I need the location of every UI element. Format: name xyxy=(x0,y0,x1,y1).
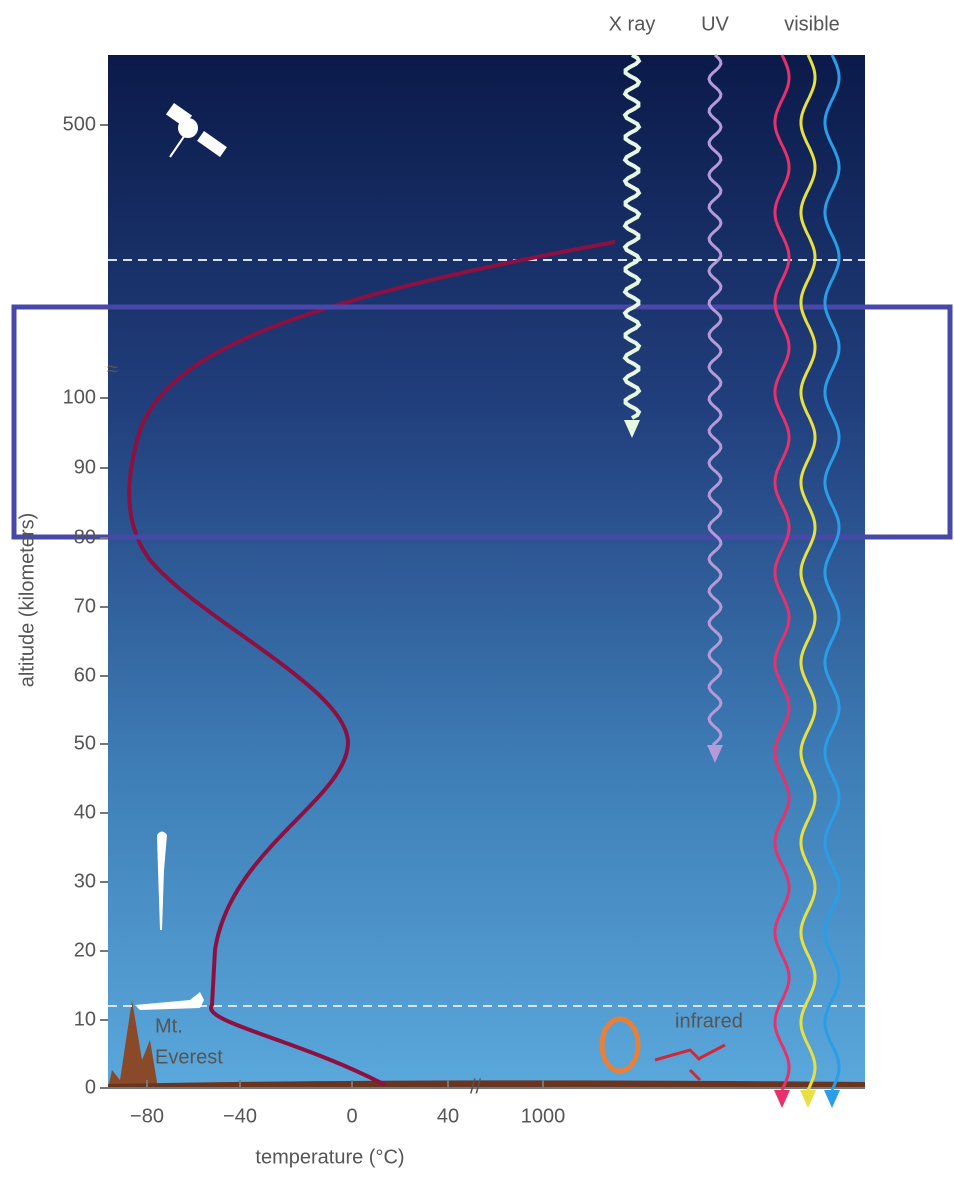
y-axis-title: altitude (kilometers) xyxy=(16,513,38,688)
y-tick-label: 10 xyxy=(74,1008,96,1030)
x-tick-label: 0 xyxy=(346,1105,357,1127)
axis-break: ≈ xyxy=(107,358,118,380)
y-tick-label: 60 xyxy=(74,664,96,686)
y-tick-label: 0 xyxy=(85,1076,96,1098)
axis-break: // xyxy=(470,1076,482,1098)
x-axis-title: temperature (°C) xyxy=(255,1146,404,1168)
y-tick-label: 80 xyxy=(74,526,96,548)
diagram: ≈ // temperature (°C) altitude (kilomete… xyxy=(0,0,954,1172)
y-tick-label: 50 xyxy=(74,732,96,754)
x-tick-label: 1000 xyxy=(521,1105,566,1127)
annotation: infrared xyxy=(675,1010,743,1032)
y-tick-label: 20 xyxy=(74,939,96,961)
x-tick-label: −40 xyxy=(223,1105,257,1127)
top-label: UV xyxy=(701,13,729,35)
y-tick-label: 40 xyxy=(74,801,96,823)
annotation: Everest xyxy=(155,1046,223,1068)
y-tick-label: 100 xyxy=(63,386,96,408)
top-label: visible xyxy=(784,13,840,35)
y-tick-label: 90 xyxy=(74,456,96,478)
annotation: Mt. xyxy=(155,1015,183,1037)
yellow-wave-head xyxy=(800,1090,816,1108)
x-tick-label: −80 xyxy=(130,1105,164,1127)
y-tick-label: 500 xyxy=(63,113,96,135)
y-tick-label: 70 xyxy=(74,595,96,617)
x-tick-label: 40 xyxy=(437,1105,459,1127)
top-label: X ray xyxy=(609,13,656,35)
sky-background xyxy=(108,55,865,1088)
red-wave-head xyxy=(774,1090,790,1108)
y-tick-label: 30 xyxy=(74,870,96,892)
page: {"top_labels": ["X ray", "UV", "visible"… xyxy=(0,0,954,1172)
blue-wave-head xyxy=(824,1090,840,1108)
